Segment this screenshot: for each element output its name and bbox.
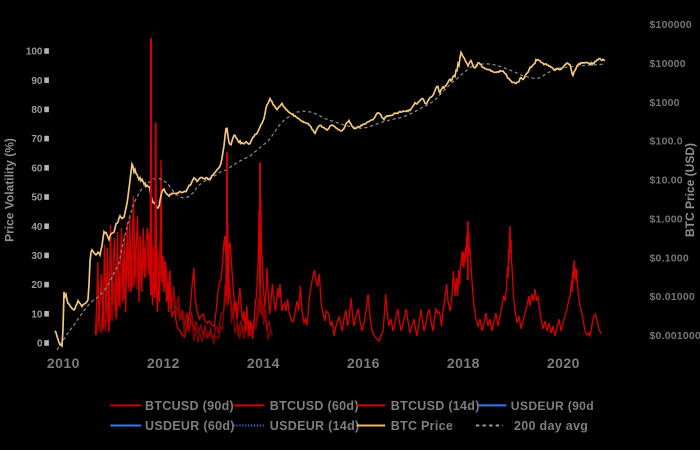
svg-text:2016: 2016 (347, 355, 380, 371)
svg-text:$100000: $100000 (650, 19, 692, 31)
svg-text:60: 60 (31, 163, 43, 174)
svg-text:2014: 2014 (247, 355, 280, 371)
svg-text:BTCUSD (60d): BTCUSD (60d) (270, 399, 359, 413)
svg-text:$10000: $10000 (650, 58, 686, 70)
svg-text:70: 70 (31, 134, 43, 145)
svg-text:100: 100 (26, 47, 43, 58)
svg-text:USDEUR (90d: USDEUR (90d (511, 399, 594, 413)
svg-text:$1.000: $1.000 (650, 214, 683, 226)
svg-text:BTC Price (USD): BTC Price (USD) (683, 143, 697, 237)
svg-text:2020: 2020 (547, 355, 580, 371)
svg-text:$0.001000: $0.001000 (650, 330, 700, 342)
svg-text:90: 90 (31, 76, 43, 87)
svg-text:30: 30 (31, 251, 43, 262)
svg-text:USDEUR (60d): USDEUR (60d) (145, 419, 235, 433)
svg-text:80: 80 (31, 105, 43, 116)
svg-text:20: 20 (31, 280, 43, 291)
svg-text:BTC Price: BTC Price (391, 419, 453, 433)
svg-text:2018: 2018 (447, 355, 480, 371)
svg-text:40: 40 (31, 222, 43, 233)
svg-text:$0.1000: $0.1000 (650, 252, 689, 264)
svg-text:$10.00: $10.00 (650, 175, 683, 187)
svg-text:2012: 2012 (147, 355, 180, 371)
svg-text:10: 10 (31, 309, 43, 320)
svg-text:$1000: $1000 (650, 97, 680, 109)
svg-text:0: 0 (37, 339, 43, 350)
svg-text:$100.0: $100.0 (650, 136, 683, 148)
svg-text:2010: 2010 (47, 355, 80, 371)
svg-text:$0.01000: $0.01000 (650, 291, 695, 303)
svg-text:USDEUR (14d): USDEUR (14d) (270, 419, 360, 433)
svg-text:50: 50 (31, 193, 43, 204)
svg-text:BTCUSD (14d): BTCUSD (14d) (391, 399, 480, 413)
svg-text:BTCUSD (90d): BTCUSD (90d) (145, 399, 234, 413)
svg-text:Price Volatility (%): Price Volatility (%) (3, 138, 17, 242)
svg-text:200 day avg: 200 day avg (514, 419, 588, 433)
